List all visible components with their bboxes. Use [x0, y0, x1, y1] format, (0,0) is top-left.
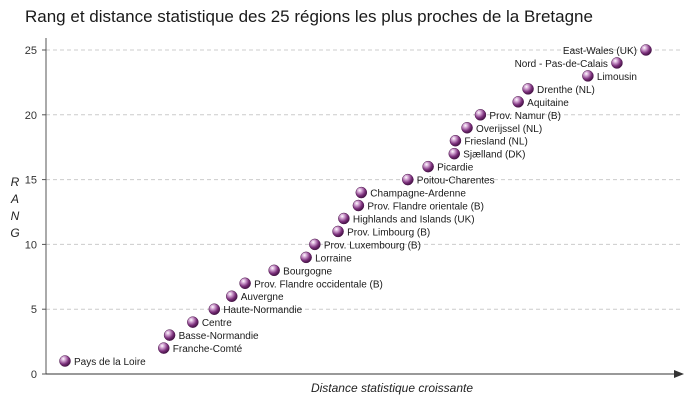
data-point: Overijssel (NL): [461, 122, 542, 135]
point-marker: [448, 147, 461, 160]
point-marker: [352, 199, 365, 212]
point-marker: [449, 134, 462, 147]
point-marker: [59, 355, 71, 367]
point-label: Prov. Luxembourg (B): [324, 240, 421, 251]
y-tick-label: 20: [25, 110, 37, 122]
data-point: Haute-Normandie: [208, 303, 303, 316]
point-marker: [402, 173, 414, 186]
point-label: Pays de la Loire: [74, 357, 146, 368]
point-marker: [512, 96, 524, 108]
gridlines: [46, 49, 683, 310]
point-label: Lorraine: [315, 253, 352, 264]
point-marker: [225, 290, 238, 302]
point-label: Franche-Comté: [173, 344, 243, 355]
point-label: Picardie: [437, 163, 474, 174]
point-marker: [163, 329, 176, 341]
point-label: Champagne-Ardenne: [370, 189, 466, 200]
point-label: Prov. Limbourg (B): [347, 227, 430, 238]
y-tick-label: 10: [25, 239, 37, 251]
point-marker: [208, 303, 221, 315]
point-marker: [309, 238, 321, 251]
point-marker: [582, 70, 594, 82]
point-marker: [422, 160, 434, 173]
point-label: Drenthe (NL): [537, 85, 595, 96]
point-marker: [332, 225, 344, 238]
data-point: East-Wales (UK): [563, 44, 652, 57]
data-point: Prov. Limbourg (B): [332, 225, 430, 238]
point-label: Haute-Normandie: [223, 305, 302, 316]
point-label: Prov. Namur (B): [489, 111, 561, 122]
data-points: Pays de la Loire Franche-Comté Basse-Norma…: [59, 44, 652, 368]
point-marker: [187, 316, 199, 328]
data-point: Aquitaine: [512, 96, 569, 109]
point-marker: [268, 264, 280, 277]
data-point: Nord - Pas-de-Calais: [515, 57, 623, 70]
data-point: Centre: [187, 316, 232, 329]
data-point: Bourgogne: [268, 264, 333, 277]
y-tick-label: 5: [31, 304, 37, 316]
data-point: Auvergne: [225, 290, 284, 303]
point-label: Overijssel (NL): [476, 124, 542, 135]
point-label: Prov. Flandre orientale (B): [367, 202, 484, 213]
point-label: Poitou-Charentes: [417, 176, 495, 187]
data-point: Champagne-Ardenne: [355, 186, 466, 200]
point-label: Friesland (NL): [464, 137, 527, 148]
data-point: Pays de la Loire: [59, 355, 146, 368]
chart-title: Rang et distance statistique des 25 régi…: [25, 7, 593, 26]
data-point: Franche-Comté: [158, 342, 243, 355]
data-point: Sjælland (DK): [448, 147, 526, 161]
data-point: Prov. Flandre occidentale (B): [239, 277, 383, 290]
point-marker: [474, 109, 487, 121]
y-tick-label: 15: [25, 175, 37, 187]
point-marker: [355, 186, 368, 199]
y-tick-labels: 0 5 10 15 20 25: [25, 45, 46, 381]
point-marker: [300, 251, 312, 264]
data-point: Picardie: [422, 160, 474, 174]
point-label: Bourgogne: [283, 266, 332, 277]
data-point: Basse-Normandie: [163, 329, 259, 342]
point-label: Basse-Normandie: [179, 331, 259, 342]
point-label: Sjælland (DK): [463, 150, 525, 161]
y-tick-label: 0: [31, 369, 37, 381]
data-point: Highlands and Islands (UK): [338, 212, 475, 225]
point-marker: [338, 212, 350, 225]
data-point: Drenthe (NL): [522, 83, 595, 96]
point-label: Aquitaine: [527, 98, 569, 109]
data-point: Lorraine: [300, 251, 352, 264]
x-axis-label: Distance statistique croissante: [311, 381, 473, 395]
y-tick-label: 25: [25, 45, 37, 57]
point-marker: [158, 342, 170, 354]
data-point: Friesland (NL): [449, 134, 528, 148]
point-label: Nord - Pas-de-Calais: [515, 59, 608, 70]
point-marker: [522, 83, 534, 95]
point-label: East-Wales (UK): [563, 46, 637, 57]
point-marker: [461, 122, 473, 134]
point-label: Centre: [202, 318, 232, 329]
data-point: Poitou-Charentes: [402, 173, 495, 187]
data-point: Limousin: [582, 70, 637, 83]
point-marker: [239, 277, 251, 290]
data-point: Prov. Namur (B): [474, 109, 561, 122]
point-marker: [640, 44, 652, 56]
point-marker: [611, 57, 623, 69]
point-label: Auvergne: [241, 292, 284, 303]
data-point: Prov. Flandre orientale (B): [352, 199, 484, 213]
point-label: Highlands and Islands (UK): [353, 214, 475, 225]
point-label: Limousin: [597, 72, 637, 83]
data-point: Prov. Luxembourg (B): [309, 238, 421, 251]
point-label: Prov. Flandre occidentale (B): [254, 279, 383, 290]
